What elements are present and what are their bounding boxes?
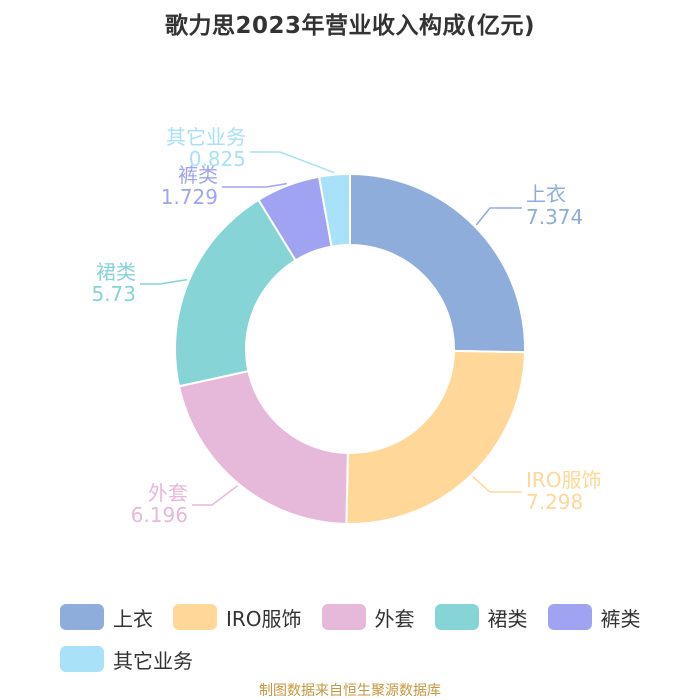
legend-swatch	[173, 604, 217, 630]
legend-label: 其它业务	[113, 648, 193, 673]
legend-item[interactable]: 上衣	[60, 602, 153, 632]
legend-label: 裙类	[487, 606, 528, 631]
slice-label-value: 6.196	[131, 503, 188, 527]
pie-slice[interactable]	[317, 172, 351, 248]
legend-label: IRO服饰	[226, 606, 302, 631]
legend-item[interactable]: 其它业务	[60, 644, 193, 674]
leader-line	[472, 476, 522, 493]
legend-item[interactable]: 裙类	[434, 602, 528, 632]
legend-swatch	[321, 604, 366, 630]
legend-item[interactable]: 外套	[321, 602, 415, 632]
slice-label-value: 7.374	[526, 205, 583, 229]
leader-line	[140, 278, 188, 285]
chart-title: 歌力思2023年营业收入构成(亿元)	[164, 13, 536, 39]
slice-label-value: 7.298	[526, 490, 583, 514]
legend-swatch	[547, 604, 592, 630]
leader-line	[222, 182, 288, 188]
slice-label-name: 上衣	[526, 182, 566, 206]
slice-label-value: 0.825	[189, 147, 246, 171]
slice-label-name: IRO服饰	[526, 468, 602, 492]
pie-slice[interactable]	[177, 369, 349, 525]
legend-item[interactable]: 裤类	[547, 602, 641, 632]
slice-label-name: 裙类	[96, 260, 136, 284]
legend-item[interactable]: IRO服饰	[173, 602, 302, 632]
legend-label: 外套	[374, 606, 415, 631]
legend-swatch	[60, 604, 104, 630]
slice-label-name: 其它业务	[166, 125, 246, 149]
slice-label-name: 裤类	[178, 163, 218, 187]
slice-label-value: 1.729	[161, 185, 218, 209]
pie-slice[interactable]	[349, 172, 526, 354]
chart-legend: 上衣 IRO服饰 外套 裙类 裤类其它业务	[60, 602, 680, 674]
leader-line	[250, 151, 335, 174]
legend-swatch	[434, 604, 479, 630]
slice-label-name: 外套	[148, 481, 188, 505]
legend-label: 上衣	[113, 606, 153, 631]
legend-label: 裤类	[600, 606, 641, 631]
slice-label-value: 5.73	[91, 282, 136, 306]
leader-line	[475, 207, 522, 226]
pie-slice[interactable]	[345, 349, 526, 525]
legend-swatch	[60, 646, 104, 672]
source-note: 制图数据来自恒生聚源数据库	[259, 683, 441, 699]
leader-line	[192, 485, 239, 506]
